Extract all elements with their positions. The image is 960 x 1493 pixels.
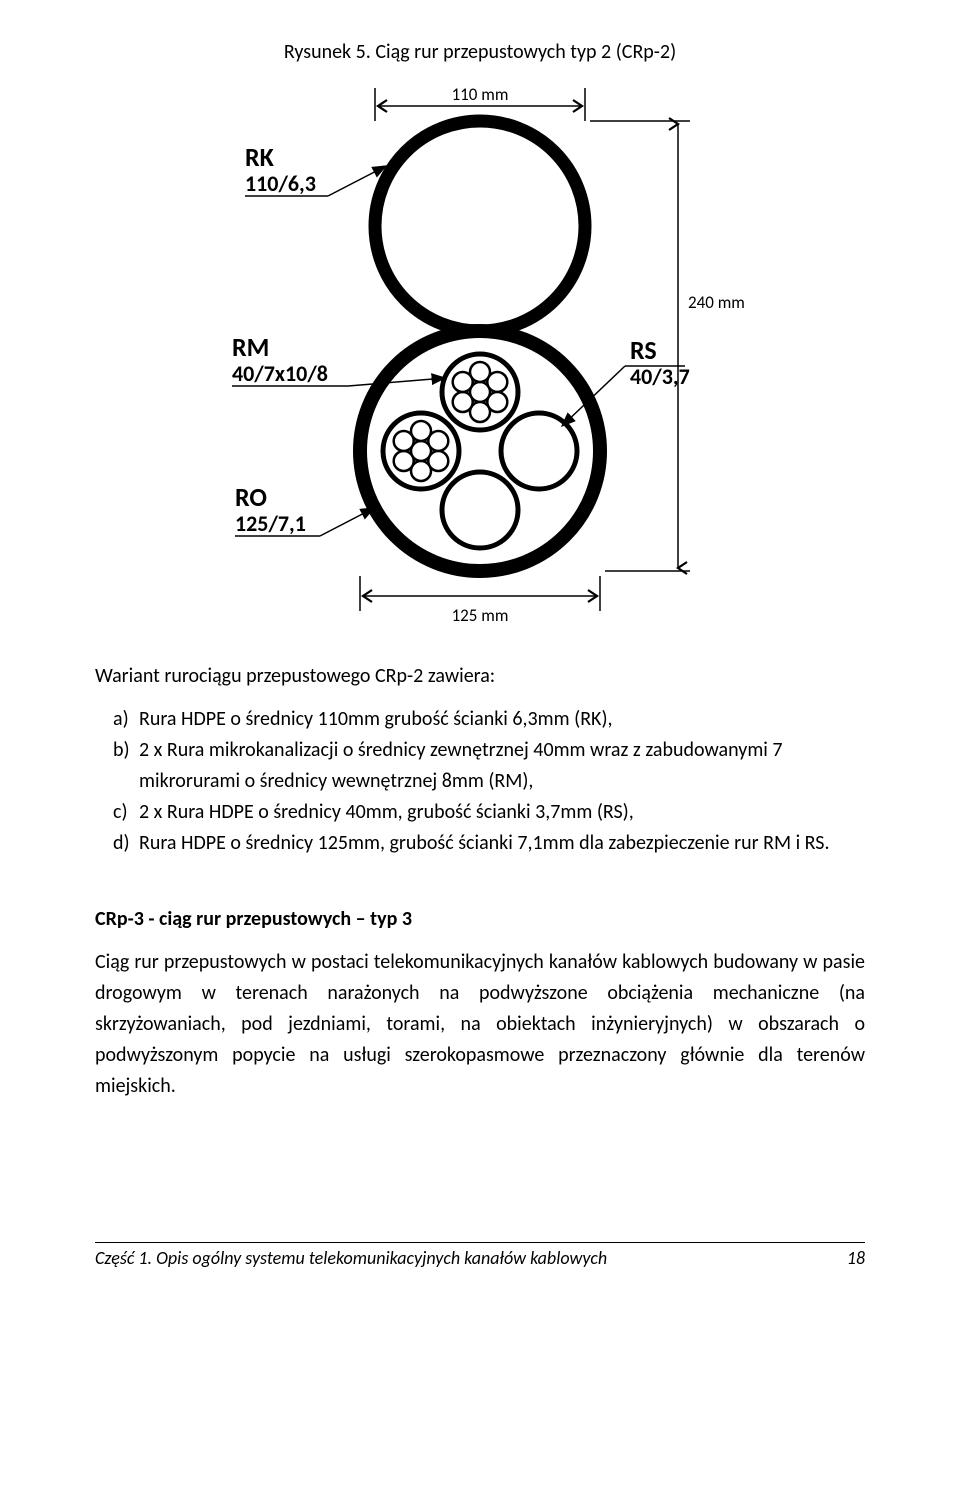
list-item: b) 2 x Rura mikrokanalizacji o średnicy … bbox=[95, 735, 865, 797]
ro-name: RO bbox=[235, 481, 267, 513]
spec-list: a) Rura HDPE o średnicy 110mm grubość śc… bbox=[95, 704, 865, 859]
footer-left: Część 1. Opis ogólny systemu telekomunik… bbox=[95, 1247, 607, 1269]
footer-page-number: 18 bbox=[847, 1247, 865, 1269]
list-marker: b) bbox=[95, 735, 139, 797]
crp2-diagram: 110 mm 240 mm 125 mm RK 110/6,3 RM 40/7x… bbox=[210, 76, 750, 636]
figure-title: Rysunek 5. Ciąg rur przepustowych typ 2 … bbox=[95, 40, 865, 64]
rs-name: RS bbox=[630, 334, 657, 366]
list-marker: a) bbox=[95, 704, 139, 735]
rk-name: RK bbox=[245, 141, 275, 173]
list-text: Rura HDPE o średnicy 110mm grubość ścian… bbox=[139, 704, 613, 735]
ro-val: 125/7,1 bbox=[235, 510, 306, 537]
list-item: d) Rura HDPE o średnicy 125mm, grubość ś… bbox=[95, 828, 865, 859]
list-text: 2 x Rura mikrokanalizacji o średnicy zew… bbox=[139, 735, 865, 797]
dim-bottom: 125 mm bbox=[452, 605, 509, 626]
rk-val: 110/6,3 bbox=[245, 170, 316, 197]
list-text: 2 x Rura HDPE o średnicy 40mm, grubość ś… bbox=[139, 797, 634, 828]
rm-name: RM bbox=[232, 331, 269, 363]
section-heading: CRp-3 - ciąg rur przepustowych – typ 3 bbox=[95, 907, 865, 931]
list-item: a) Rura HDPE o średnicy 110mm grubość śc… bbox=[95, 704, 865, 735]
list-text: Rura HDPE o średnicy 125mm, grubość ścia… bbox=[139, 828, 830, 859]
list-item: c) 2 x Rura HDPE o średnicy 40mm, gruboś… bbox=[95, 797, 865, 828]
rm-val: 40/7x10/8 bbox=[232, 360, 328, 387]
dim-right: 240 mm bbox=[688, 292, 745, 313]
rs-val: 40/3,7 bbox=[630, 363, 690, 390]
section-paragraph: Ciąg rur przepustowych w postaci telekom… bbox=[95, 947, 865, 1102]
footer-separator bbox=[95, 1242, 865, 1243]
list-marker: c) bbox=[95, 797, 139, 828]
list-marker: d) bbox=[95, 828, 139, 859]
intro-text: Wariant rurociągu przepustowego CRp-2 za… bbox=[95, 664, 865, 688]
page-footer: Część 1. Opis ogólny systemu telekomunik… bbox=[95, 1247, 865, 1269]
diagram-container: 110 mm 240 mm 125 mm RK 110/6,3 RM 40/7x… bbox=[95, 76, 865, 636]
dim-top: 110 mm bbox=[452, 84, 509, 105]
